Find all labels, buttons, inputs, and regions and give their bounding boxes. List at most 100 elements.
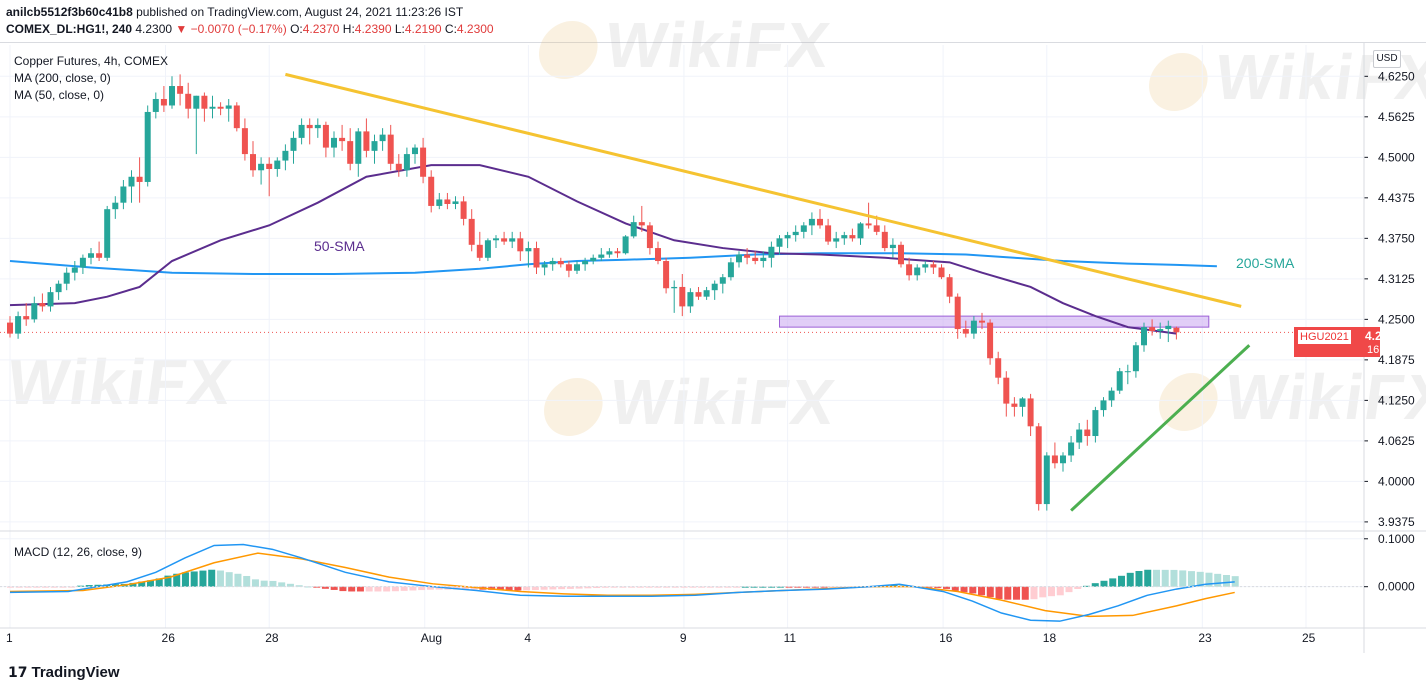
candle-body [460,201,467,219]
macd-line [9,543,1235,622]
candle-body [395,163,402,171]
macd-histogram-bar [1126,572,1134,587]
macd-histogram-bar [610,586,618,588]
candle-body [39,303,46,307]
candle-body [776,238,783,247]
macd-histogram-bar [216,570,224,587]
macd-histogram-bar [208,569,216,587]
candle-body [825,225,832,242]
macd-histogram-bar [1222,574,1230,587]
macd-histogram-bar [339,586,347,592]
close-value: 4.2300 [456,22,494,36]
candle-body [679,286,686,307]
candle-body [881,231,888,249]
y-tick-label: 4.5625 [1378,110,1415,124]
macd-histogram-bar [374,586,382,592]
macd-histogram-bar [7,586,14,588]
candle-body [841,235,848,239]
macd-histogram-bar [190,571,198,587]
candle-body [412,147,418,155]
tradingview-logo-icon: 𝟭𝟳 [8,664,28,680]
macd-histogram-bar [461,586,469,590]
candle-body [209,106,216,109]
candle-body [1157,329,1164,332]
candle-body [590,257,597,262]
macd-histogram-bar [391,586,399,592]
legend-ma50[interactable]: MA (50, close, 0) [14,88,105,102]
candle-body [23,316,30,320]
macd-histogram-bar [94,584,102,587]
macd-histogram-bar [584,586,592,589]
candle-body [403,154,410,171]
y-tick-label: 4.3125 [1378,272,1415,286]
candle-body [314,124,321,129]
candle-body [906,264,913,276]
y-tick-label: 4.1250 [1378,393,1415,407]
candle-body [719,277,726,284]
candle-body [241,128,248,155]
tradingview-logo[interactable]: 𝟭𝟳 TradingView [8,664,120,681]
y-tick-label: 4.1875 [1378,353,1415,367]
macd-histogram-bar [251,579,259,587]
macd-histogram-bar [330,586,338,590]
x-tick-label: Aug [421,631,442,645]
candle-body [79,257,86,268]
candle-body [800,225,807,232]
candle-body [987,322,994,359]
macd-histogram-bar [356,586,364,592]
candle-body [930,264,937,268]
macd-histogram-bar [225,572,233,587]
candle-body [282,150,289,161]
close-label: C: [444,22,457,36]
candle-body [96,253,103,258]
candle-body [347,141,354,164]
candle-body [736,254,742,263]
macd-histogram-bar [1083,585,1091,587]
candle-body [970,320,977,334]
y-tick-label: 4.6250 [1378,69,1415,83]
macd-histogram-bar [1135,571,1143,587]
currency-button[interactable]: USD [1373,50,1401,68]
candle-body [833,238,840,242]
candle-body [420,147,427,177]
macd-histogram-bar [514,586,522,591]
candle-body [250,154,256,171]
legend-ma200[interactable]: MA (200, close, 0) [14,71,111,85]
macd-histogram-bar [164,575,172,587]
macd-histogram-bar [155,578,163,587]
resistance-trendline[interactable] [285,72,1242,308]
candle-body [501,238,508,242]
macd-signal-line [9,552,1235,618]
candle-body [298,124,305,138]
macd-histogram-bar [1039,586,1047,598]
macd-histogram-bar [409,586,417,591]
x-tick-label: 9 [680,631,687,645]
macd-histogram-bar [85,585,93,587]
candle-body [857,223,864,239]
candle-body [1003,377,1010,404]
candle-body [371,141,378,151]
x-tick-label: 23 [1198,631,1212,645]
y-tick-label: 4.0625 [1378,434,1415,448]
candle-body [1084,429,1091,437]
candle-body [784,235,791,239]
x-tick-label: 16 [939,631,953,645]
macd-histogram-bar [50,586,58,588]
macd-histogram-bar [759,586,767,588]
x-tick-label: 11 [784,631,797,645]
down-arrow-icon: ▼ [175,22,188,36]
candle-body [962,329,969,334]
legend-macd[interactable]: MACD (12, 26, close, 9) [14,545,143,559]
low-value: 4.2190 [404,22,442,36]
macd-histogram-bar [619,586,627,588]
macd-histogram-bar [706,586,714,588]
x-tick-label: 4 [524,631,531,645]
support-trendline[interactable] [1070,344,1251,512]
candle-body [266,163,273,169]
candle-body [128,176,135,187]
candle-body [152,98,159,112]
macd-histogram-bar [1117,575,1125,587]
candle-body [979,320,985,323]
x-tick-label: 25 [1302,631,1316,645]
